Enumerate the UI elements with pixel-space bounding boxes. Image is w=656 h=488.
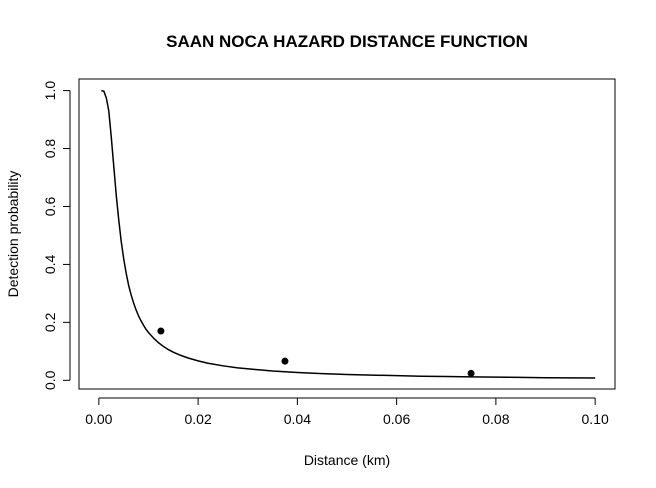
y-tick-label: 0.2 — [42, 312, 58, 332]
observed-data-point — [157, 327, 165, 335]
chart-title: SAAN NOCA HAZARD DISTANCE FUNCTION — [166, 32, 528, 51]
y-axis-label: Detection probability — [5, 171, 21, 298]
observed-data-point — [467, 369, 475, 377]
x-tick-label: 0.02 — [184, 411, 211, 427]
x-tick-label: 0.04 — [284, 411, 311, 427]
plot-frame — [78, 78, 616, 390]
y-tick-label: 0.8 — [42, 139, 58, 159]
x-tick-label: 0.00 — [85, 411, 112, 427]
y-tick-label: 0.4 — [42, 254, 58, 274]
y-tick-label: 0.0 — [42, 370, 58, 390]
y-tick-label: 0.6 — [42, 197, 58, 217]
x-tick-label: 0.08 — [482, 411, 509, 427]
y-axis: 0.0 0.2 0.4 0.6 0.8 1.0 — [42, 81, 71, 390]
y-tick-label: 1.0 — [42, 81, 58, 101]
series-layer — [101, 89, 596, 379]
observed-data-point — [281, 357, 289, 365]
fitted-detection-curve — [101, 89, 596, 379]
x-axis-label: Distance (km) — [304, 452, 390, 468]
x-axis: 0.00 0.02 0.04 0.06 0.08 0.10 — [85, 397, 609, 427]
x-tick-label: 0.10 — [582, 411, 609, 427]
x-tick-label: 0.06 — [383, 411, 410, 427]
